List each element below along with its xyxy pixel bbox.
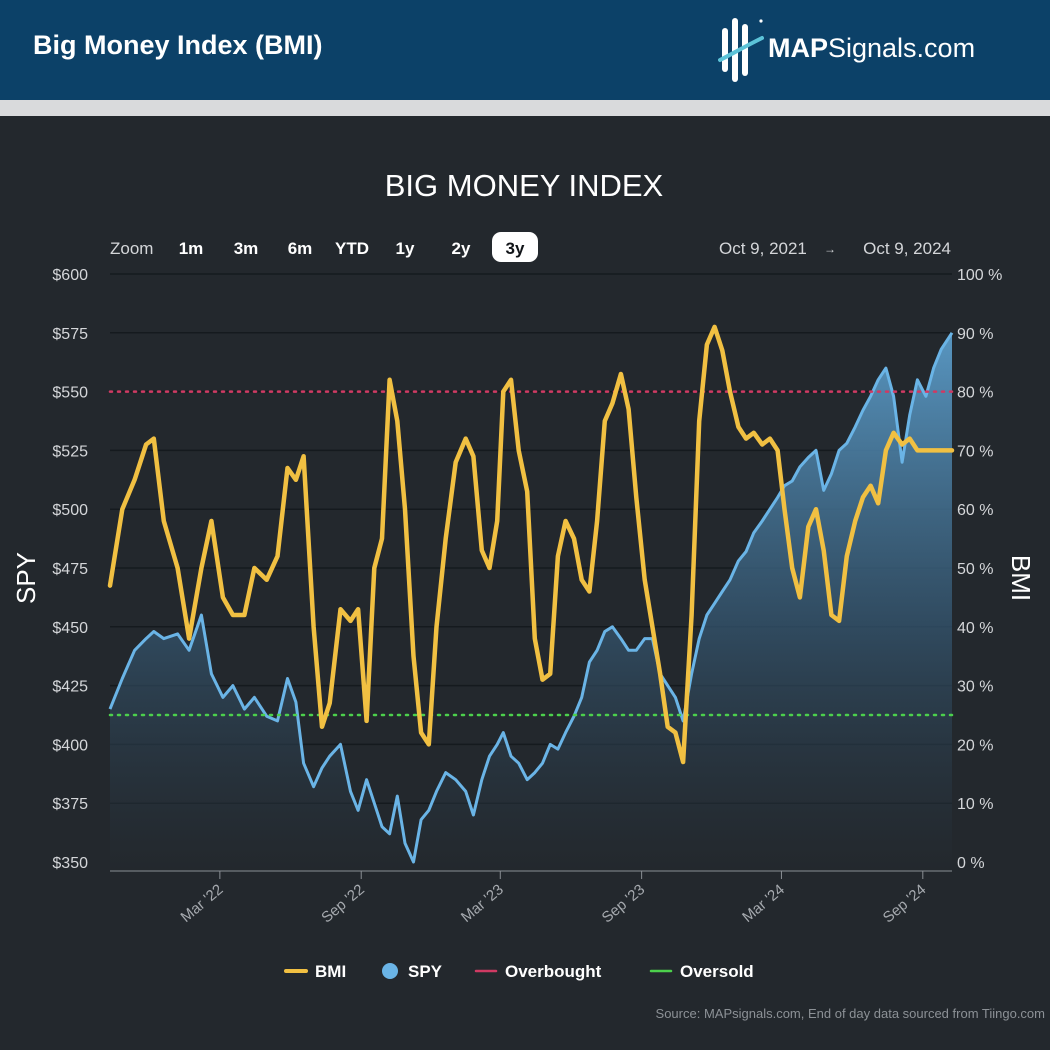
legend-item-spy[interactable]: SPY xyxy=(382,962,443,981)
y-right-tick-label: 70 % xyxy=(957,443,993,460)
y-left-tick-label: $400 xyxy=(52,737,88,754)
zoom-button-bg-3y xyxy=(492,232,538,262)
zoom-label: Zoom xyxy=(110,239,153,258)
y-right-axis: 0 % 10 % 20 % 30 % 40 % 50 % 60 % 70 % 80 % 90 % 1… xyxy=(957,267,1002,872)
y-right-tick-label: 20 % xyxy=(957,737,993,754)
y-right-tick-label: 10 % xyxy=(957,796,993,813)
mapsignals-logo-icon xyxy=(718,18,764,82)
legend-item-overbought[interactable]: Overbought xyxy=(474,962,602,981)
bmi-series-line xyxy=(107,324,955,765)
spy-area xyxy=(110,332,952,871)
mapsignals-logo[interactable]: MAPSignals.com xyxy=(718,14,1018,86)
chart-title: BIG MONEY INDEX xyxy=(385,168,664,203)
bmi-chart: BIG MONEY INDEX Zoom 1m 3m 6m YTD 1y 2y 3y Oct… xyxy=(11,168,1045,1021)
y-left-tick-label: $550 xyxy=(52,385,88,402)
y-left-tick-label: $575 xyxy=(52,326,88,343)
y-right-tick-label: 30 % xyxy=(957,679,993,696)
legend-marker xyxy=(382,963,398,979)
zoom-button-1m[interactable]: 1m xyxy=(179,239,204,258)
y-right-tick-label: 80 % xyxy=(957,385,993,402)
y-right-label: BMI xyxy=(1006,555,1036,601)
header-bar: Big Money Index (BMI) MAPSignals.com xyxy=(0,0,1050,100)
range-from[interactable]: Oct 9, 2021 xyxy=(719,239,807,258)
legend-item-oversold[interactable]: Oversold xyxy=(649,962,754,981)
legend-label: Oversold xyxy=(680,962,754,981)
zoom-button-3y[interactable]: 3y xyxy=(506,239,525,258)
y-right-tick-label: 0 % xyxy=(957,855,985,872)
x-tick-label: Mar '23 xyxy=(458,881,507,926)
spy-series-line xyxy=(108,331,954,864)
range-arrow-icon: → xyxy=(824,242,836,256)
zoom-button-2y[interactable]: 2y xyxy=(452,239,471,258)
zoom-button-ytd[interactable]: YTD xyxy=(335,239,369,258)
legend-label: Overbought xyxy=(505,962,602,981)
x-tick-label: Mar '22 xyxy=(178,881,227,926)
x-tick-label: Sep '22 xyxy=(318,881,368,926)
x-axis: Mar '22 Sep '22 Mar '23 Sep '23 Mar '24 Sep '… xyxy=(178,871,930,926)
zoom-button-3m[interactable]: 3m xyxy=(234,239,259,258)
y-left-tick-label: $375 xyxy=(52,796,88,813)
page-title: Big Money Index (BMI) xyxy=(33,30,323,60)
zoom-buttons: 1m 3m 6m YTD 1y 2y 3y xyxy=(179,232,538,262)
legend-label: SPY xyxy=(408,962,443,981)
y-right-tick-label: 100 % xyxy=(957,267,1002,284)
y-left-tick-label: $525 xyxy=(52,443,88,460)
y-right-tick-label: 40 % xyxy=(957,620,993,637)
logo-wordmark: MAPSignals.com xyxy=(768,33,975,64)
y-left-axis: $350 $375 $400 $425 $450 $475 $500 $525 $550 $575… xyxy=(52,267,88,872)
logo-bold: MAP xyxy=(768,33,828,63)
logo-rest: Signals.com xyxy=(828,33,976,63)
range-to[interactable]: Oct 9, 2024 xyxy=(863,239,951,258)
chart-area: BIG MONEY INDEX Zoom 1m 3m 6m YTD 1y 2y 3y Oct… xyxy=(0,116,1050,1050)
source-note: Source: MAPsignals.com, End of day data … xyxy=(656,1006,1045,1021)
header-divider xyxy=(0,100,1050,116)
y-left-tick-label: $500 xyxy=(52,502,88,519)
y-right-tick-label: 60 % xyxy=(957,502,993,519)
y-right-tick-label: 90 % xyxy=(957,326,993,343)
zoom-button-1y[interactable]: 1y xyxy=(396,239,415,258)
x-tick-label: Sep '23 xyxy=(599,881,649,926)
y-right-tick-label: 50 % xyxy=(957,561,993,578)
y-left-tick-label: $475 xyxy=(52,561,88,578)
legend-label: BMI xyxy=(315,962,346,981)
y-left-tick-label: $350 xyxy=(52,855,88,872)
y-left-label: SPY xyxy=(11,552,41,604)
zoom-button-6m[interactable]: 6m xyxy=(288,239,313,258)
legend-item-bmi[interactable]: BMI xyxy=(284,962,346,981)
y-left-tick-label: $600 xyxy=(52,267,88,284)
y-left-tick-label: $425 xyxy=(52,679,88,696)
x-tick-label: Mar '24 xyxy=(739,881,788,926)
legend: BMI SPY Overbought Oversold xyxy=(284,962,754,981)
y-left-tick-label: $450 xyxy=(52,620,88,637)
x-tick-label: Sep '24 xyxy=(880,881,930,926)
